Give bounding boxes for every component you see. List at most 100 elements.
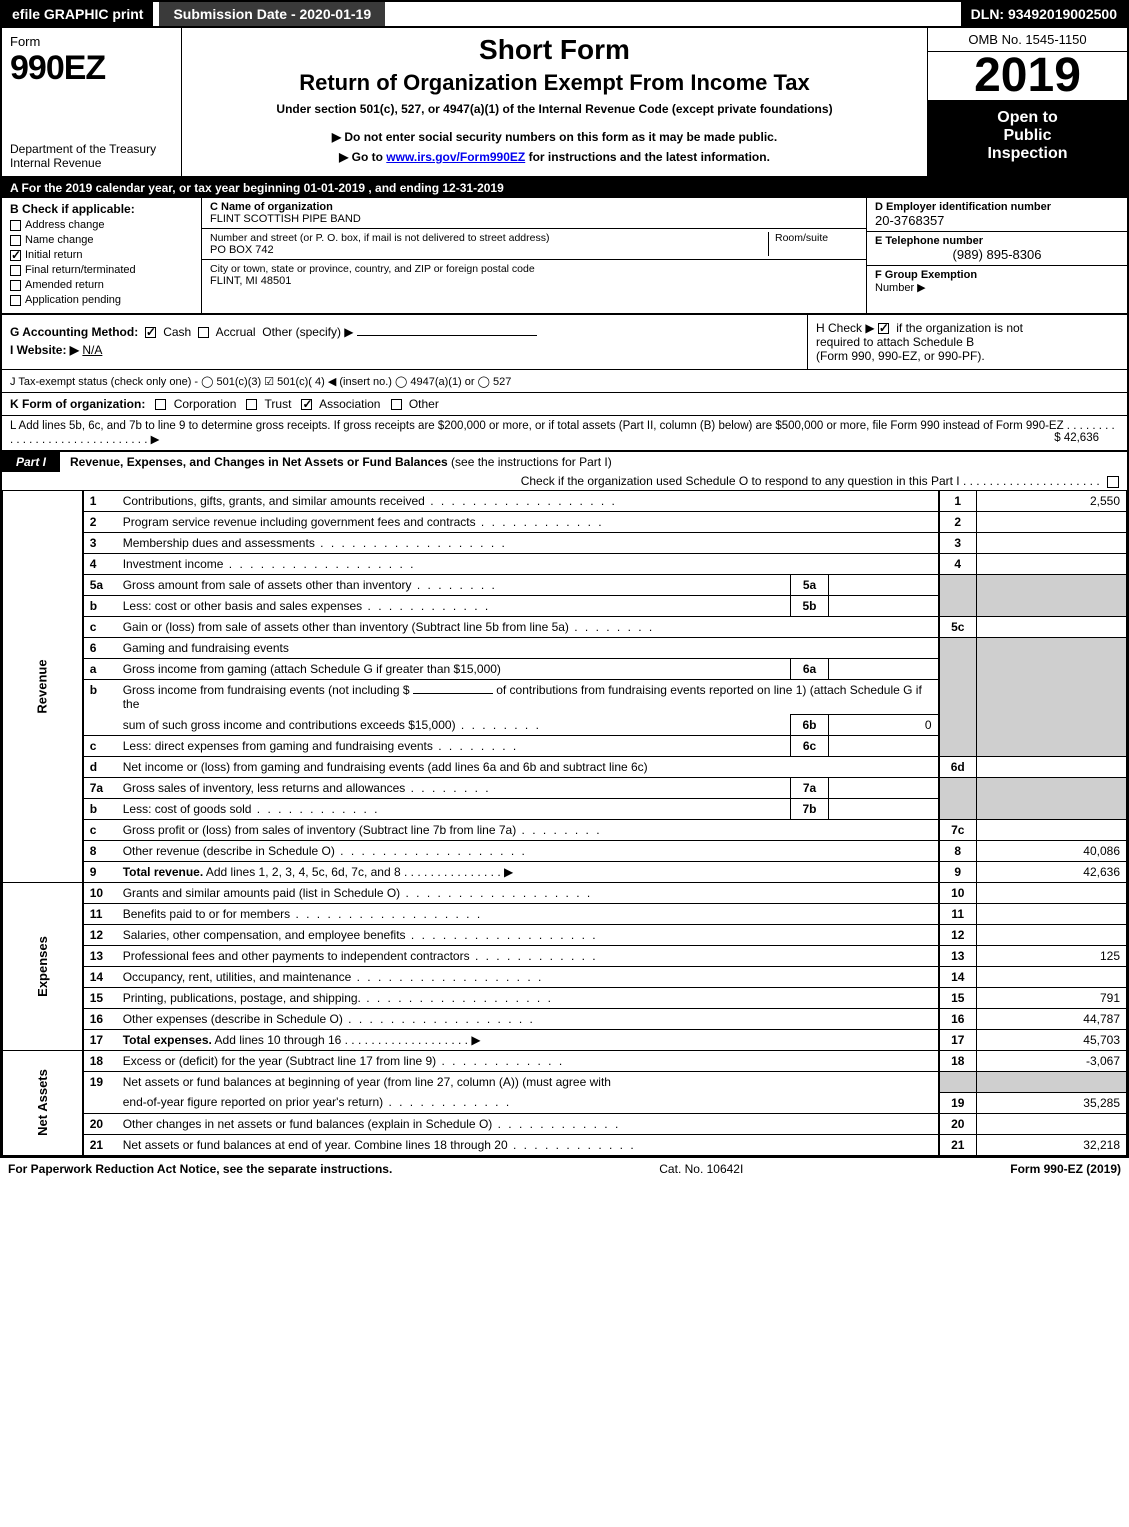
line-num: 3 xyxy=(83,533,117,554)
desc-text: Net assets or fund balances at end of ye… xyxy=(123,1138,636,1152)
org-city: FLINT, MI 48501 xyxy=(210,275,858,287)
checkbox-assoc-icon[interactable] xyxy=(301,399,312,410)
table-row: 21 Net assets or fund balances at end of… xyxy=(3,1134,1127,1155)
form-number: 990EZ xyxy=(10,49,173,88)
checkbox-icon[interactable] xyxy=(10,265,21,276)
line-desc: Membership dues and assessments xyxy=(117,533,939,554)
sidebar-netassets-label: Net Assets xyxy=(35,1069,50,1136)
short-form-title: Short Form xyxy=(192,34,917,66)
line-num: 12 xyxy=(83,925,117,946)
table-row: 6 Gaming and fundraising events xyxy=(3,638,1127,659)
org-name-row: C Name of organization FLINT SCOTTISH PI… xyxy=(202,198,866,229)
line-ref: 17 xyxy=(939,1030,977,1051)
chk-name-change[interactable]: Name change xyxy=(10,234,193,246)
table-row: 2 Program service revenue including gove… xyxy=(3,512,1127,533)
notice2-pre: ▶ Go to xyxy=(339,150,386,164)
i-label: I Website: ▶ xyxy=(10,343,79,357)
line-num: 21 xyxy=(83,1134,117,1155)
checkbox-checked-icon[interactable] xyxy=(10,250,21,261)
line-num: 10 xyxy=(83,883,117,904)
table-row: 16 Other expenses (describe in Schedule … xyxy=(3,1009,1127,1030)
line-num: 17 xyxy=(83,1030,117,1051)
schedule-o-checkbox-icon[interactable] xyxy=(1107,476,1119,488)
chk-final-return[interactable]: Final return/terminated xyxy=(10,264,193,276)
chk-amended-return[interactable]: Amended return xyxy=(10,279,193,291)
j-tax-exempt-row: J Tax-exempt status (check only one) - ◯… xyxy=(2,370,1127,393)
line-ref: 11 xyxy=(939,904,977,925)
sidebar-expenses: Expenses xyxy=(3,883,83,1051)
line-ref: 13 xyxy=(939,946,977,967)
j-text: J Tax-exempt status (check only one) - ◯… xyxy=(10,376,511,388)
revenue-table: Revenue 1 Contributions, gifts, grants, … xyxy=(2,490,1127,1156)
line-num: 2 xyxy=(83,512,117,533)
open3: Inspection xyxy=(932,145,1123,163)
checkbox-h-icon[interactable] xyxy=(878,323,889,334)
checkbox-icon[interactable] xyxy=(10,220,21,231)
sub-amount xyxy=(829,575,939,596)
desc-text: Investment income xyxy=(123,557,416,571)
efile-print-button[interactable]: efile GRAPHIC print xyxy=(2,2,153,26)
l-amount: $ 42,636 xyxy=(1054,432,1099,444)
table-row: 8 Other revenue (describe in Schedule O)… xyxy=(3,841,1127,862)
line-desc: Gross amount from sale of assets other t… xyxy=(117,575,791,596)
line-num: c xyxy=(83,820,117,841)
schedule-o-row: Check if the organization used Schedule … xyxy=(2,472,1127,490)
table-row: d Net income or (loss) from gaming and f… xyxy=(3,757,1127,778)
room-suite-label: Room/suite xyxy=(768,232,858,256)
desc-text: Other expenses (describe in Schedule O) xyxy=(123,1012,535,1026)
checkbox-other-icon[interactable] xyxy=(391,399,402,410)
group-label: F Group Exemption xyxy=(875,269,1119,281)
ein-label: D Employer identification number xyxy=(875,201,1119,213)
line-num: 16 xyxy=(83,1009,117,1030)
sub-amount xyxy=(829,596,939,617)
g-accounting-row: G Accounting Method: Cash Accrual Other … xyxy=(10,325,799,339)
grey-cell xyxy=(939,1072,977,1093)
chk-address-change[interactable]: Address change xyxy=(10,219,193,231)
checkbox-accrual-icon[interactable] xyxy=(198,327,209,338)
desc-text: Occupancy, rent, utilities, and maintena… xyxy=(123,970,544,984)
checkbox-icon[interactable] xyxy=(10,280,21,291)
line-desc: Grants and similar amounts paid (list in… xyxy=(117,883,939,904)
line-ref: 2 xyxy=(939,512,977,533)
line-num: 13 xyxy=(83,946,117,967)
b-header: B Check if applicable: xyxy=(10,202,193,216)
sub-ref: 5b xyxy=(791,596,829,617)
table-row: Revenue 1 Contributions, gifts, grants, … xyxy=(3,491,1127,512)
line-desc: Gross profit or (loss) from sales of inv… xyxy=(117,820,939,841)
line-desc: Occupancy, rent, utilities, and maintena… xyxy=(117,967,939,988)
line-num: 5a xyxy=(83,575,117,596)
table-row: 15 Printing, publications, postage, and … xyxy=(3,988,1127,1009)
l6b-blank xyxy=(413,693,493,694)
line-amount xyxy=(977,883,1127,904)
open2: Public xyxy=(932,127,1123,145)
org-name: FLINT SCOTTISH PIPE BAND xyxy=(210,213,858,225)
irs-link[interactable]: www.irs.gov/Form990EZ xyxy=(386,150,525,164)
checkbox-corp-icon[interactable] xyxy=(155,399,166,410)
line-desc: Excess or (deficit) for the year (Subtra… xyxy=(117,1051,939,1072)
line-amount xyxy=(977,925,1127,946)
desc-text: Grants and similar amounts paid (list in… xyxy=(123,886,592,900)
checkbox-icon[interactable] xyxy=(10,295,21,306)
checkbox-trust-icon[interactable] xyxy=(246,399,257,410)
checkbox-cash-icon[interactable] xyxy=(145,327,156,338)
k-other: Other xyxy=(409,397,439,411)
l17-bold: Total expenses. xyxy=(123,1033,212,1047)
h-line1: H Check ▶ if the organization is not xyxy=(816,321,1119,335)
header-middle: Short Form Return of Organization Exempt… xyxy=(182,28,927,176)
l-row: L Add lines 5b, 6c, and 7b to line 9 to … xyxy=(2,416,1127,452)
line-amount xyxy=(977,757,1127,778)
chk-application-pending[interactable]: Application pending xyxy=(10,294,193,306)
line-desc: Net assets or fund balances at beginning… xyxy=(117,1072,939,1093)
line-desc: Total revenue. Total revenue. Add lines … xyxy=(117,862,939,883)
line-amount: -3,067 xyxy=(977,1051,1127,1072)
sidebar-expenses-label: Expenses xyxy=(35,936,50,997)
submission-date-button[interactable]: Submission Date - 2020-01-19 xyxy=(159,2,385,26)
table-row: 3 Membership dues and assessments 3 xyxy=(3,533,1127,554)
line-ref: 10 xyxy=(939,883,977,904)
chk-initial-return[interactable]: Initial return xyxy=(10,249,193,261)
city-row: City or town, state or province, country… xyxy=(202,260,866,290)
schedule-o-text: Check if the organization used Schedule … xyxy=(521,474,1100,488)
sub-amount xyxy=(829,736,939,757)
checkbox-icon[interactable] xyxy=(10,235,21,246)
line-num: b xyxy=(83,799,117,820)
